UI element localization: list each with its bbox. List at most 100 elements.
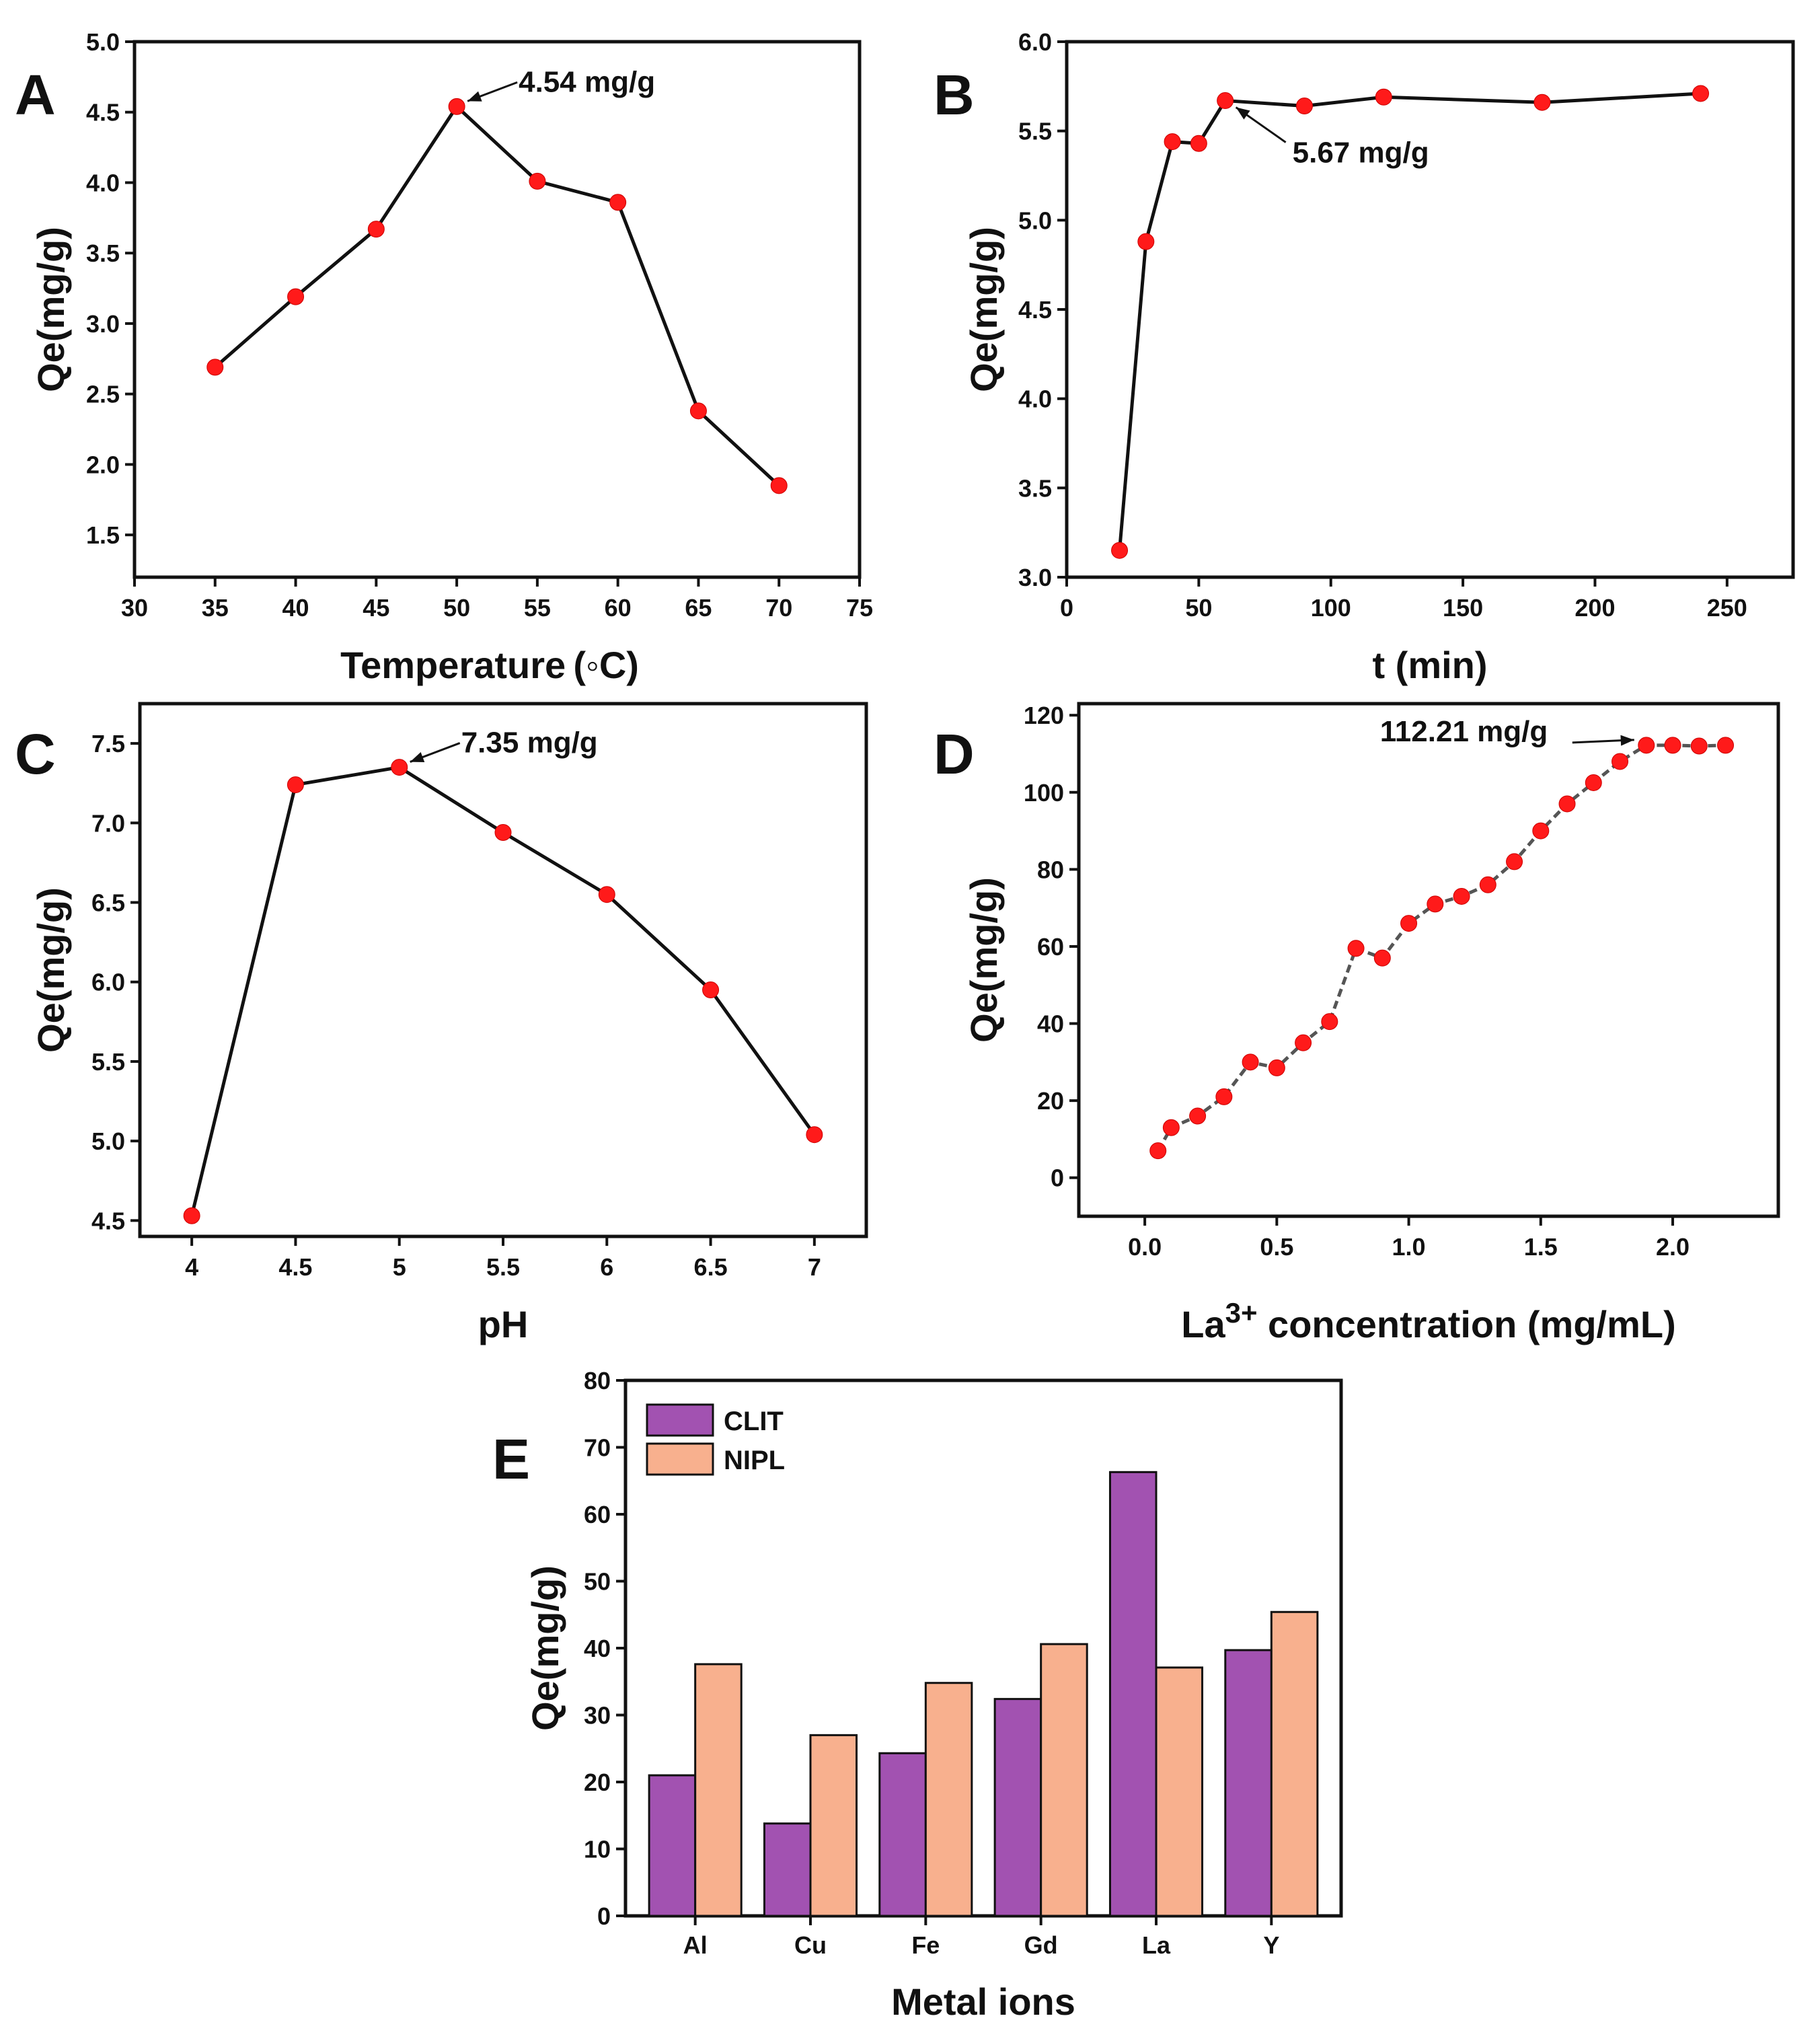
x-category-label: Fe: [911, 1931, 940, 1959]
panel-label-C: C: [15, 722, 56, 786]
annotation: 7.35 mg/g: [410, 727, 598, 763]
data-point: [1162, 1119, 1180, 1136]
annotation: 4.54 mg/g: [467, 65, 655, 102]
bar-clit: [1108, 1471, 1158, 1917]
y-tick-label: 5.5: [91, 1048, 125, 1076]
data-point: [1242, 1053, 1259, 1071]
y-tick-label: 2.5: [86, 381, 120, 408]
data-point: [1479, 876, 1496, 893]
data-point: [1295, 98, 1313, 115]
y-tick-label: 4.0: [86, 169, 120, 196]
x-tick-label: 4.5: [278, 1253, 312, 1281]
y-tick-label: 40: [584, 1635, 611, 1662]
y-tick-label: 80: [1037, 856, 1064, 883]
x-axis-title: Metal ions: [891, 1980, 1075, 2023]
data-point: [1217, 92, 1234, 110]
annotation-arrow-head: [410, 752, 425, 762]
y-tick-label: 6.0: [91, 969, 125, 996]
annotation-arrow-head: [1236, 107, 1250, 120]
x-tick-label: 75: [846, 594, 873, 622]
data-point: [1164, 133, 1181, 151]
y-tick-label: 50: [584, 1568, 611, 1596]
bar-nipl: [1155, 1666, 1204, 1917]
data-point: [1189, 1107, 1207, 1125]
x-tick-label: 150: [1443, 594, 1483, 622]
x-axis-title: Temperature (◦C): [340, 644, 639, 686]
data-point: [494, 823, 512, 841]
y-axis-title: Qe(mg/g): [524, 1565, 566, 1731]
data-point: [1533, 94, 1551, 111]
x-tick-label: 5.5: [486, 1253, 520, 1281]
panel-label-D: D: [934, 722, 975, 786]
x-tick-label: 40: [282, 594, 309, 622]
data-point: [1295, 1034, 1312, 1051]
legend-label-nipl: NIPL: [724, 1446, 785, 1475]
x-category-label: Y: [1263, 1931, 1279, 1959]
x-axis-title: La3+ concentration (mg/mL): [1181, 1297, 1675, 1345]
y-axis-title: Qe(mg/g): [962, 227, 1005, 392]
data-point: [1532, 822, 1550, 840]
annotation-label: 5.67 mg/g: [1293, 137, 1429, 170]
bar-nipl: [694, 1663, 743, 1917]
x-axis-title-main: La: [1181, 1303, 1225, 1345]
series-line: [214, 104, 780, 487]
y-tick-label: 5.0: [1018, 207, 1052, 234]
bar-nipl: [809, 1734, 858, 1917]
y-tick-label: 6.5: [91, 889, 125, 917]
y-tick-label: 3.5: [1018, 474, 1052, 502]
data-point: [287, 288, 305, 305]
plot-frame: [132, 40, 862, 579]
x-tick-label: 5: [393, 1253, 406, 1281]
y-tick-label: 6.0: [1018, 28, 1052, 56]
x-tick-label: 65: [685, 594, 712, 622]
y-tick-label: 120: [1024, 702, 1064, 729]
chart-panel-D: D 0.0 0.5 1.0 1.5 2.0 0 20 40 60 80 100 120 Qe(mg/g) L…: [934, 702, 1780, 1345]
bar-nipl: [1270, 1610, 1319, 1917]
data-point: [806, 1126, 823, 1144]
x-axis-title-rest: concentration (mg/mL): [1258, 1303, 1676, 1345]
bar-nipl: [924, 1682, 973, 1917]
x-tick-label: 70: [765, 594, 792, 622]
data-point: [1638, 737, 1655, 754]
y-tick-label: 100: [1024, 779, 1064, 807]
data-point: [1427, 895, 1444, 913]
data-point: [287, 776, 304, 794]
y-tick-label: 4.5: [1018, 296, 1052, 324]
y-tick-label: 7.0: [91, 809, 125, 837]
bar-clit: [993, 1698, 1042, 1917]
y-tick-label: 4.5: [91, 1207, 125, 1234]
bar-clit: [878, 1752, 927, 1917]
x-category-label: Gd: [1024, 1931, 1058, 1959]
data-point: [1690, 737, 1708, 755]
y-tick-label: 2.0: [86, 451, 120, 478]
y-axis-title: Qe(mg/g): [30, 227, 72, 392]
data-point: [1692, 85, 1710, 102]
x-tick-label: 250: [1707, 594, 1747, 622]
legend: CLIT NIPL: [646, 1403, 785, 1476]
x-category-label: Cu: [794, 1931, 827, 1959]
panel-label-E: E: [492, 1427, 530, 1491]
x-tick-label: 60: [605, 594, 632, 622]
y-tick-label: 3.5: [86, 239, 120, 267]
data-point: [183, 1207, 200, 1224]
chart-panel-C: C 4 4.5 5 5.5 6 6.5 7 4.5 5.0 5.5 6.0 6.5 7.0 7.5 Qe(mg…: [15, 702, 868, 1345]
bar-clit: [763, 1822, 812, 1917]
y-tick-label: 0: [1051, 1164, 1064, 1192]
bar-clit: [1224, 1649, 1273, 1917]
x-category-label: La: [1142, 1931, 1171, 1959]
annotation-label: 4.54 mg/g: [519, 65, 655, 98]
x-tick-label: 50: [1185, 594, 1212, 622]
data-point: [1664, 737, 1681, 754]
x-tick-label: 50: [443, 594, 470, 622]
data-point: [1190, 135, 1207, 152]
data-point: [529, 172, 546, 190]
y-tick-label: 3.0: [86, 310, 120, 338]
data-point: [1717, 737, 1735, 754]
data-point: [1558, 795, 1576, 813]
x-tick-label: 30: [121, 594, 148, 622]
annotation-label: 112.21 mg/g: [1380, 715, 1548, 748]
y-tick-label: 40: [1037, 1010, 1064, 1038]
data-point: [1137, 233, 1155, 250]
panel-label-B: B: [934, 63, 975, 126]
x-axis-title: pH: [478, 1303, 529, 1345]
